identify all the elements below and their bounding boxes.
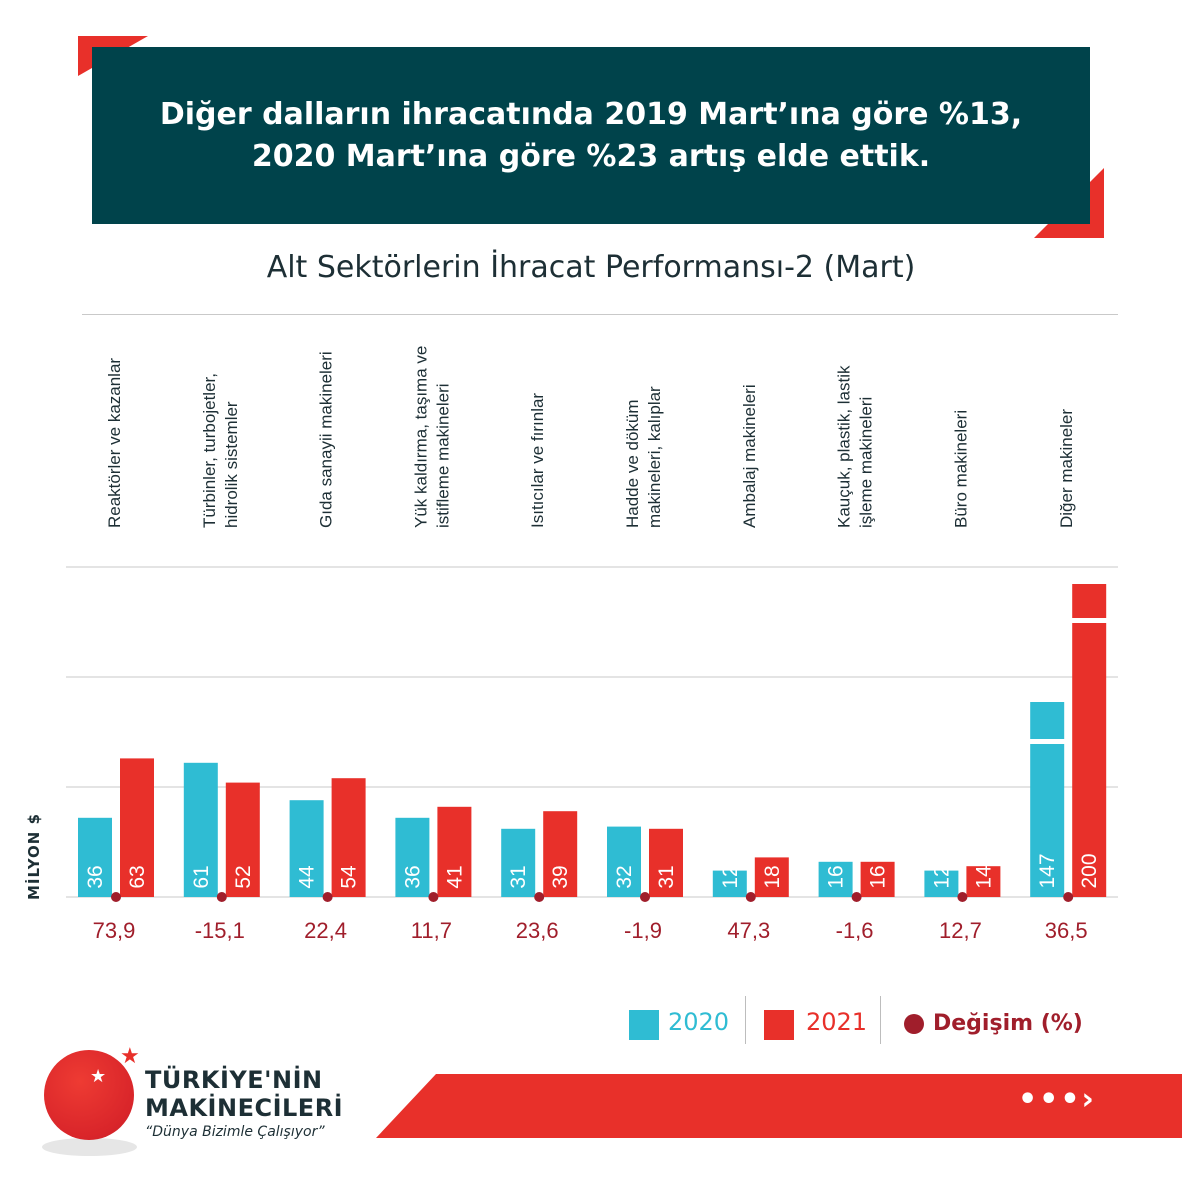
title-divider [82,314,1118,315]
headline-text: Diğer dalların ihracatında 2019 Mart’ına… [159,96,1023,174]
bar-2021 [331,778,366,897]
brand-name-line2: MAKİNECİLERİ [145,1094,344,1122]
change-dot [111,892,121,902]
change-dot [745,892,756,902]
change-value: 36,5 [1045,918,1088,943]
bar-2020 [712,870,747,897]
footer-bar [376,1074,1182,1138]
change-dot [851,892,862,902]
value-label-2021: 14 [972,865,995,889]
change-value: 23,6 [516,918,559,943]
category-label: Ambalaj makineleri [740,384,759,528]
change-dot [640,892,650,902]
value-label-2020: 61 [190,865,213,888]
value-label-2020: 12 [930,865,953,888]
change-value: -15,1 [195,918,245,943]
bar-2020 [78,817,112,897]
bar-2021 [966,866,1001,897]
change-dot [957,892,968,902]
bar-2021 [225,782,260,897]
change-dot [1063,892,1074,902]
category-label: işleme makineleri [857,397,876,528]
change-dot [322,892,333,902]
value-label-2020: 32 [613,865,636,888]
axis-break-mark [1028,739,1067,744]
change-value: 11,7 [411,918,452,943]
legend-label-2021: 2021 [806,1008,868,1036]
value-label-2021: 41 [443,865,466,888]
change-value: 73,9 [93,918,136,943]
chart-title: Alt Sektörlerin İhracat Performansı-2 (M… [266,250,916,285]
category-label: Kauçuk, plastik, lastik [835,365,854,528]
change-dot [216,892,227,902]
legend-swatch-2020 [629,1010,659,1040]
category-label: Yük kaldırma, taşıma ve [411,346,430,528]
value-label-2021: 54 [338,865,361,889]
bar-2020 [607,826,641,897]
value-label-2020: 36 [84,865,107,888]
change-dot [534,892,545,902]
category-label: hidrolik sistemler [222,401,241,528]
category-label: Hadde ve döküm [623,399,642,528]
category-label: Reaktörler ve kazanlar [105,358,124,528]
brand-slogan: “Dünya Bizimle Çalışıyor” [145,1124,325,1140]
category-label: Diğer makineler [1057,409,1076,528]
value-label-2020: 36 [401,865,424,888]
bar-2020 [818,861,853,897]
change-dot [428,892,439,902]
bar-2020 [1030,702,1065,897]
legend-divider [880,996,881,1044]
headline-banner: Diğer dalların ihracatında 2019 Mart’ına… [92,47,1090,224]
value-label-2020: 16 [825,865,848,888]
category-label: Gıda sanayii makineleri [317,351,336,528]
next-arrow-icon[interactable]: •••› [1018,1082,1096,1117]
legend-label-change: Değişim (%) [933,1011,1083,1036]
axis-break-mark [1070,618,1109,623]
category-label: Isıtıcılar ve fırınlar [528,393,547,528]
bar-2021 [543,811,578,897]
value-label-2020: 31 [507,865,530,888]
category-label: makineleri, kalıplar [645,386,664,528]
bar-2020 [501,828,536,897]
legend-dot-change [904,1014,924,1034]
legend-label-2020: 2020 [668,1008,730,1036]
legend-swatch-2021 [764,1010,794,1040]
bar-2021 [754,857,789,897]
star-icon: ★ [120,1044,140,1069]
brand-name-line1: TÜRKİYE'NİN [145,1066,323,1094]
value-label-2021: 200 [1078,853,1101,888]
bar-2021 [120,758,154,897]
bar-2020 [183,762,218,897]
value-label-2020: 44 [296,865,319,889]
brand-logo-circle [44,1050,134,1140]
value-label-2021: 16 [867,865,890,888]
change-value: -1,9 [624,918,662,943]
category-label: istifleme makineleri [433,383,452,528]
logo-shadow [42,1138,137,1156]
bar-2021 [860,861,895,897]
star-icon: ★ [90,1066,107,1087]
value-label-2020: 12 [719,865,742,888]
bar-2020 [395,817,430,897]
bar-2021 [437,806,472,897]
value-label-2021: 39 [549,865,572,888]
bar-chart: 36 63 73,9 Reaktörler ve kazanlar 61 52 -15,1 T… [66,346,1118,943]
change-value: 22,4 [304,918,347,943]
category-label: Türbinler, turbojetler, [200,373,219,528]
change-value: 47,3 [727,918,770,943]
change-value: -1,6 [836,918,874,943]
change-value: 12,7 [939,918,982,943]
bar-2020 [289,800,324,897]
value-label-2020: 147 [1036,853,1059,888]
value-label-2021: 18 [761,865,784,888]
value-label-2021: 31 [655,865,678,888]
legend-divider [745,996,746,1044]
bar-2021 [1072,584,1107,897]
value-label-2021: 52 [232,865,255,888]
value-label-2021: 63 [126,865,149,888]
bar-2020 [924,870,959,897]
category-label: Büro makineleri [951,410,970,528]
bar-2021 [649,828,683,897]
